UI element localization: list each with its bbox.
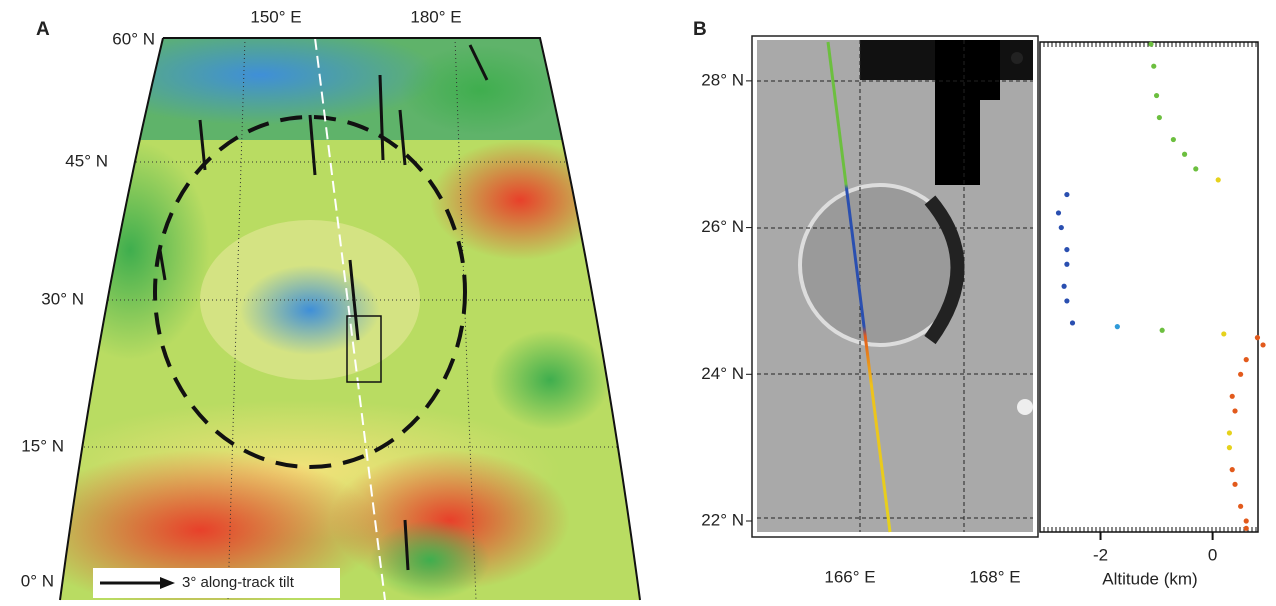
profile-point [1160, 328, 1165, 333]
lat-label: 15° N [21, 436, 64, 455]
y-tick-label: 26° N [701, 217, 744, 236]
x-axis-label: Altitude (km) [1102, 569, 1197, 588]
figure: A 60° N 45° N 30° N 15° N 0° N 150° E 18… [0, 0, 1276, 601]
profile-point [1227, 430, 1232, 435]
lon-label: 150° E [250, 7, 301, 26]
profile-point [1230, 467, 1235, 472]
y-tick-label: 24° N [701, 364, 744, 383]
profile-point [1064, 298, 1069, 303]
profile-point [1227, 445, 1232, 450]
profile-point [1148, 42, 1153, 47]
panel-label: B [693, 19, 707, 40]
profile-point [1244, 526, 1249, 531]
profile-point [1238, 372, 1243, 377]
profile-point [1193, 166, 1198, 171]
profile-point [1064, 192, 1069, 197]
profile-point [1232, 408, 1237, 413]
profile-point [1216, 177, 1221, 182]
profile-point [1255, 335, 1260, 340]
profile-point [1064, 247, 1069, 252]
profile-point [1070, 320, 1075, 325]
profile-point [1115, 324, 1120, 329]
lat-label: 60° N [112, 29, 155, 48]
profile-point [1064, 262, 1069, 267]
profile-point [1157, 115, 1162, 120]
profile-point [1244, 518, 1249, 523]
panel-label: A [36, 19, 50, 40]
profile-point [1244, 357, 1249, 362]
profile-point [1059, 225, 1064, 230]
y-tick-label: 22° N [701, 510, 744, 529]
profile-frame [1040, 42, 1258, 532]
lon-label: 180° E [410, 7, 461, 26]
profile-point [1154, 93, 1159, 98]
profile-point [1182, 152, 1187, 157]
profile-point [1151, 64, 1156, 69]
profile-point [1238, 504, 1243, 509]
lon-label: 168° E [969, 567, 1020, 586]
lat-label: 0° N [21, 571, 54, 590]
profile-point [1056, 210, 1061, 215]
y-tick-label: 28° N [701, 70, 744, 89]
profile-point [1061, 284, 1066, 289]
lon-label: 166° E [824, 567, 875, 586]
lat-label: 30° N [41, 289, 84, 308]
profile-point [1260, 342, 1265, 347]
lat-label: 45° N [65, 151, 108, 170]
profile-point [1221, 331, 1226, 336]
profile-point [1171, 137, 1176, 142]
legend-text: 3° along-track tilt [182, 574, 295, 591]
image-b [752, 36, 1038, 537]
profile-point [1232, 482, 1237, 487]
x-tick-label: 0 [1208, 545, 1217, 564]
x-tick-label: -2 [1093, 545, 1108, 564]
profile-point [1230, 394, 1235, 399]
